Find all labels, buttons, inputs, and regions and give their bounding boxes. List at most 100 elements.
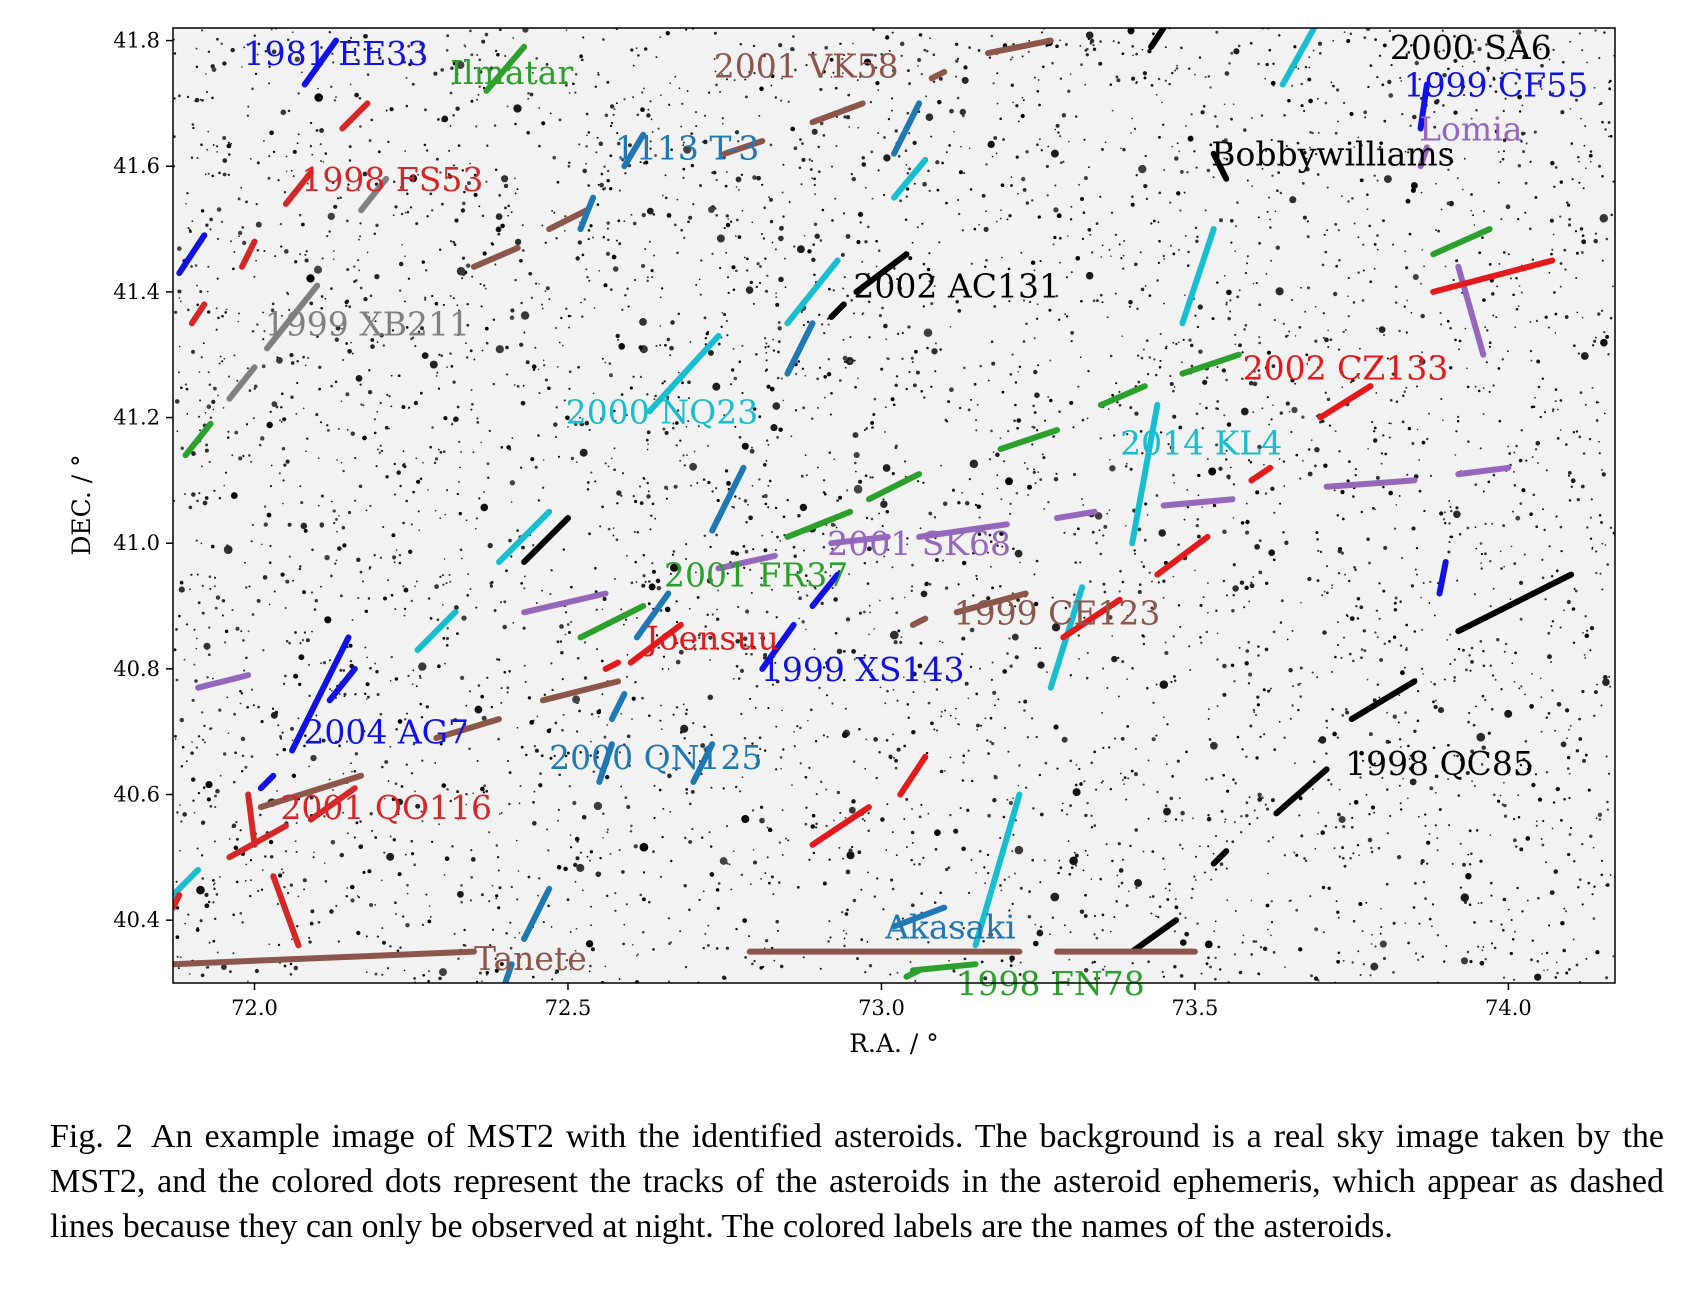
star — [1240, 521, 1245, 525]
star — [294, 840, 297, 843]
star — [1568, 772, 1571, 775]
star — [811, 128, 818, 135]
star — [1250, 581, 1253, 584]
star — [555, 237, 558, 240]
star — [339, 196, 342, 199]
star — [1055, 472, 1058, 475]
star — [304, 364, 307, 367]
star — [403, 587, 409, 593]
star — [1409, 754, 1413, 758]
star — [989, 565, 992, 568]
star — [866, 582, 870, 585]
star — [216, 151, 218, 153]
star — [441, 120, 444, 122]
star — [401, 405, 406, 409]
star — [613, 447, 616, 450]
star — [1583, 654, 1586, 656]
star — [283, 964, 287, 968]
star — [961, 76, 969, 84]
star — [912, 691, 915, 694]
star — [590, 740, 592, 743]
star — [446, 489, 449, 492]
star — [1283, 485, 1286, 487]
star — [299, 253, 302, 256]
star — [1161, 101, 1163, 104]
star — [914, 979, 917, 982]
star — [996, 102, 999, 105]
star — [682, 703, 685, 706]
star — [671, 553, 675, 556]
star — [1226, 474, 1231, 479]
star — [1428, 917, 1432, 921]
star — [1489, 664, 1492, 667]
star — [1549, 890, 1555, 895]
star — [1254, 940, 1258, 943]
star — [1359, 750, 1364, 756]
star — [200, 820, 206, 825]
star — [1159, 332, 1162, 336]
star — [1475, 829, 1479, 832]
star — [363, 692, 367, 696]
star — [1381, 776, 1384, 779]
star — [212, 677, 214, 680]
star — [442, 450, 446, 454]
star — [1450, 509, 1453, 513]
star — [235, 821, 238, 824]
star — [391, 797, 396, 802]
star — [452, 61, 457, 66]
star — [219, 355, 222, 358]
star — [465, 519, 468, 522]
star — [1009, 664, 1013, 668]
star — [1603, 412, 1606, 415]
star — [1476, 70, 1479, 74]
star — [1609, 134, 1613, 138]
star — [1474, 385, 1477, 388]
star — [1560, 110, 1565, 115]
star — [1235, 225, 1237, 228]
star — [1450, 160, 1454, 163]
star — [895, 611, 899, 615]
star — [1099, 195, 1102, 198]
star — [978, 516, 981, 519]
star — [737, 235, 742, 239]
star — [250, 755, 254, 758]
star — [1496, 285, 1499, 288]
star — [586, 275, 589, 279]
star — [877, 89, 880, 92]
star — [1586, 61, 1588, 64]
star — [1017, 370, 1020, 373]
star — [864, 474, 868, 478]
star — [518, 932, 521, 934]
star — [191, 698, 195, 702]
star — [819, 780, 823, 784]
star — [1186, 488, 1189, 491]
star — [351, 770, 353, 773]
star — [497, 906, 501, 910]
star — [570, 585, 573, 589]
star — [1207, 956, 1210, 960]
star — [324, 152, 328, 155]
star — [829, 57, 834, 62]
star — [277, 724, 280, 727]
star — [1554, 400, 1557, 403]
star — [978, 223, 980, 226]
star — [1219, 862, 1224, 866]
star — [1070, 271, 1073, 274]
star — [322, 661, 327, 665]
star — [1086, 417, 1089, 420]
star — [398, 553, 402, 557]
star — [481, 349, 484, 352]
star — [236, 379, 239, 382]
star — [752, 44, 756, 48]
star — [315, 129, 319, 132]
star — [1147, 759, 1150, 762]
star — [1238, 289, 1241, 292]
star — [220, 42, 223, 45]
star — [1479, 639, 1483, 643]
star — [597, 71, 600, 74]
star — [241, 226, 245, 229]
star — [729, 220, 733, 223]
star — [1335, 264, 1339, 268]
star — [550, 662, 553, 665]
star — [1286, 334, 1289, 337]
